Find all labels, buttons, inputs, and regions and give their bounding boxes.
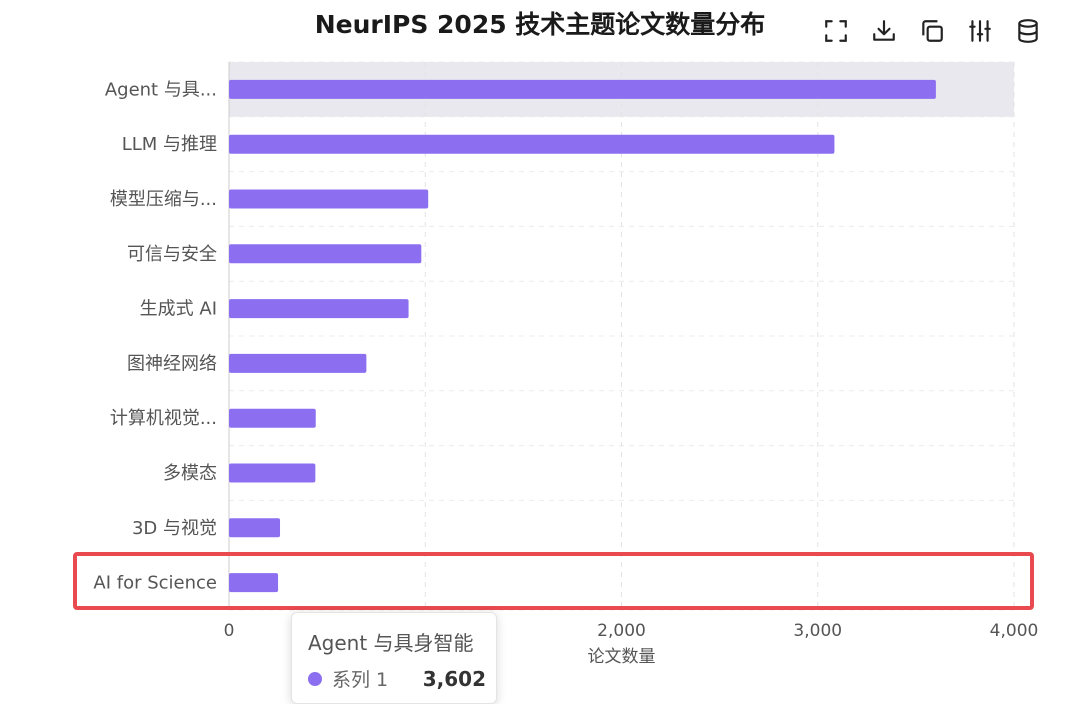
bar bbox=[229, 408, 316, 428]
tooltip-value: 3,602 bbox=[422, 666, 486, 691]
category-label: 3D 与视觉 bbox=[132, 518, 217, 539]
series-marker bbox=[308, 671, 322, 686]
category-label: 可信与安全 bbox=[127, 244, 217, 265]
data-view-icon[interactable] bbox=[1012, 16, 1044, 46]
category-label: AI for Science bbox=[93, 573, 217, 594]
tooltip-title: Agent 与具身智能 bbox=[308, 631, 474, 655]
highlight-box bbox=[73, 552, 1034, 610]
x-tick-label: 0 bbox=[224, 621, 235, 641]
category-label: 图神经网络 bbox=[127, 353, 217, 374]
tooltip-row: 系列 1 3,602 bbox=[308, 665, 486, 692]
chart-title: NeurIPS 2025 技术主题论文数量分布 bbox=[314, 10, 766, 39]
bar bbox=[229, 463, 316, 483]
x-tick-label: 2,000 bbox=[597, 621, 646, 641]
category-label: 多模态 bbox=[163, 463, 217, 484]
category-label: 生成式 AI bbox=[140, 299, 217, 320]
x-tick-label: 4,000 bbox=[990, 621, 1039, 641]
bar bbox=[229, 79, 936, 99]
tooltip: Agent 与具身智能 系列 1 3,602 bbox=[291, 612, 497, 704]
bar bbox=[229, 134, 835, 154]
chart-toolbar bbox=[820, 16, 1044, 46]
category-label: 模型压缩与... bbox=[110, 189, 217, 210]
fullscreen-icon[interactable] bbox=[820, 16, 852, 46]
copy-icon[interactable] bbox=[916, 16, 948, 46]
download-icon[interactable] bbox=[868, 16, 900, 46]
category-label: 计算机视觉... bbox=[110, 408, 217, 429]
adjust-icon[interactable] bbox=[964, 16, 996, 46]
bar bbox=[229, 518, 281, 538]
category-label: Agent 与具... bbox=[105, 79, 217, 100]
bar bbox=[229, 573, 279, 593]
category-label: LLM 与推理 bbox=[122, 134, 217, 155]
x-axis-label: 论文数量 bbox=[588, 647, 656, 667]
bar bbox=[229, 299, 409, 319]
bar bbox=[229, 189, 429, 209]
bar bbox=[229, 353, 367, 373]
bar bbox=[229, 244, 422, 264]
x-tick-label: 3,000 bbox=[793, 621, 842, 641]
tooltip-series-name: 系列 1 bbox=[332, 669, 389, 691]
